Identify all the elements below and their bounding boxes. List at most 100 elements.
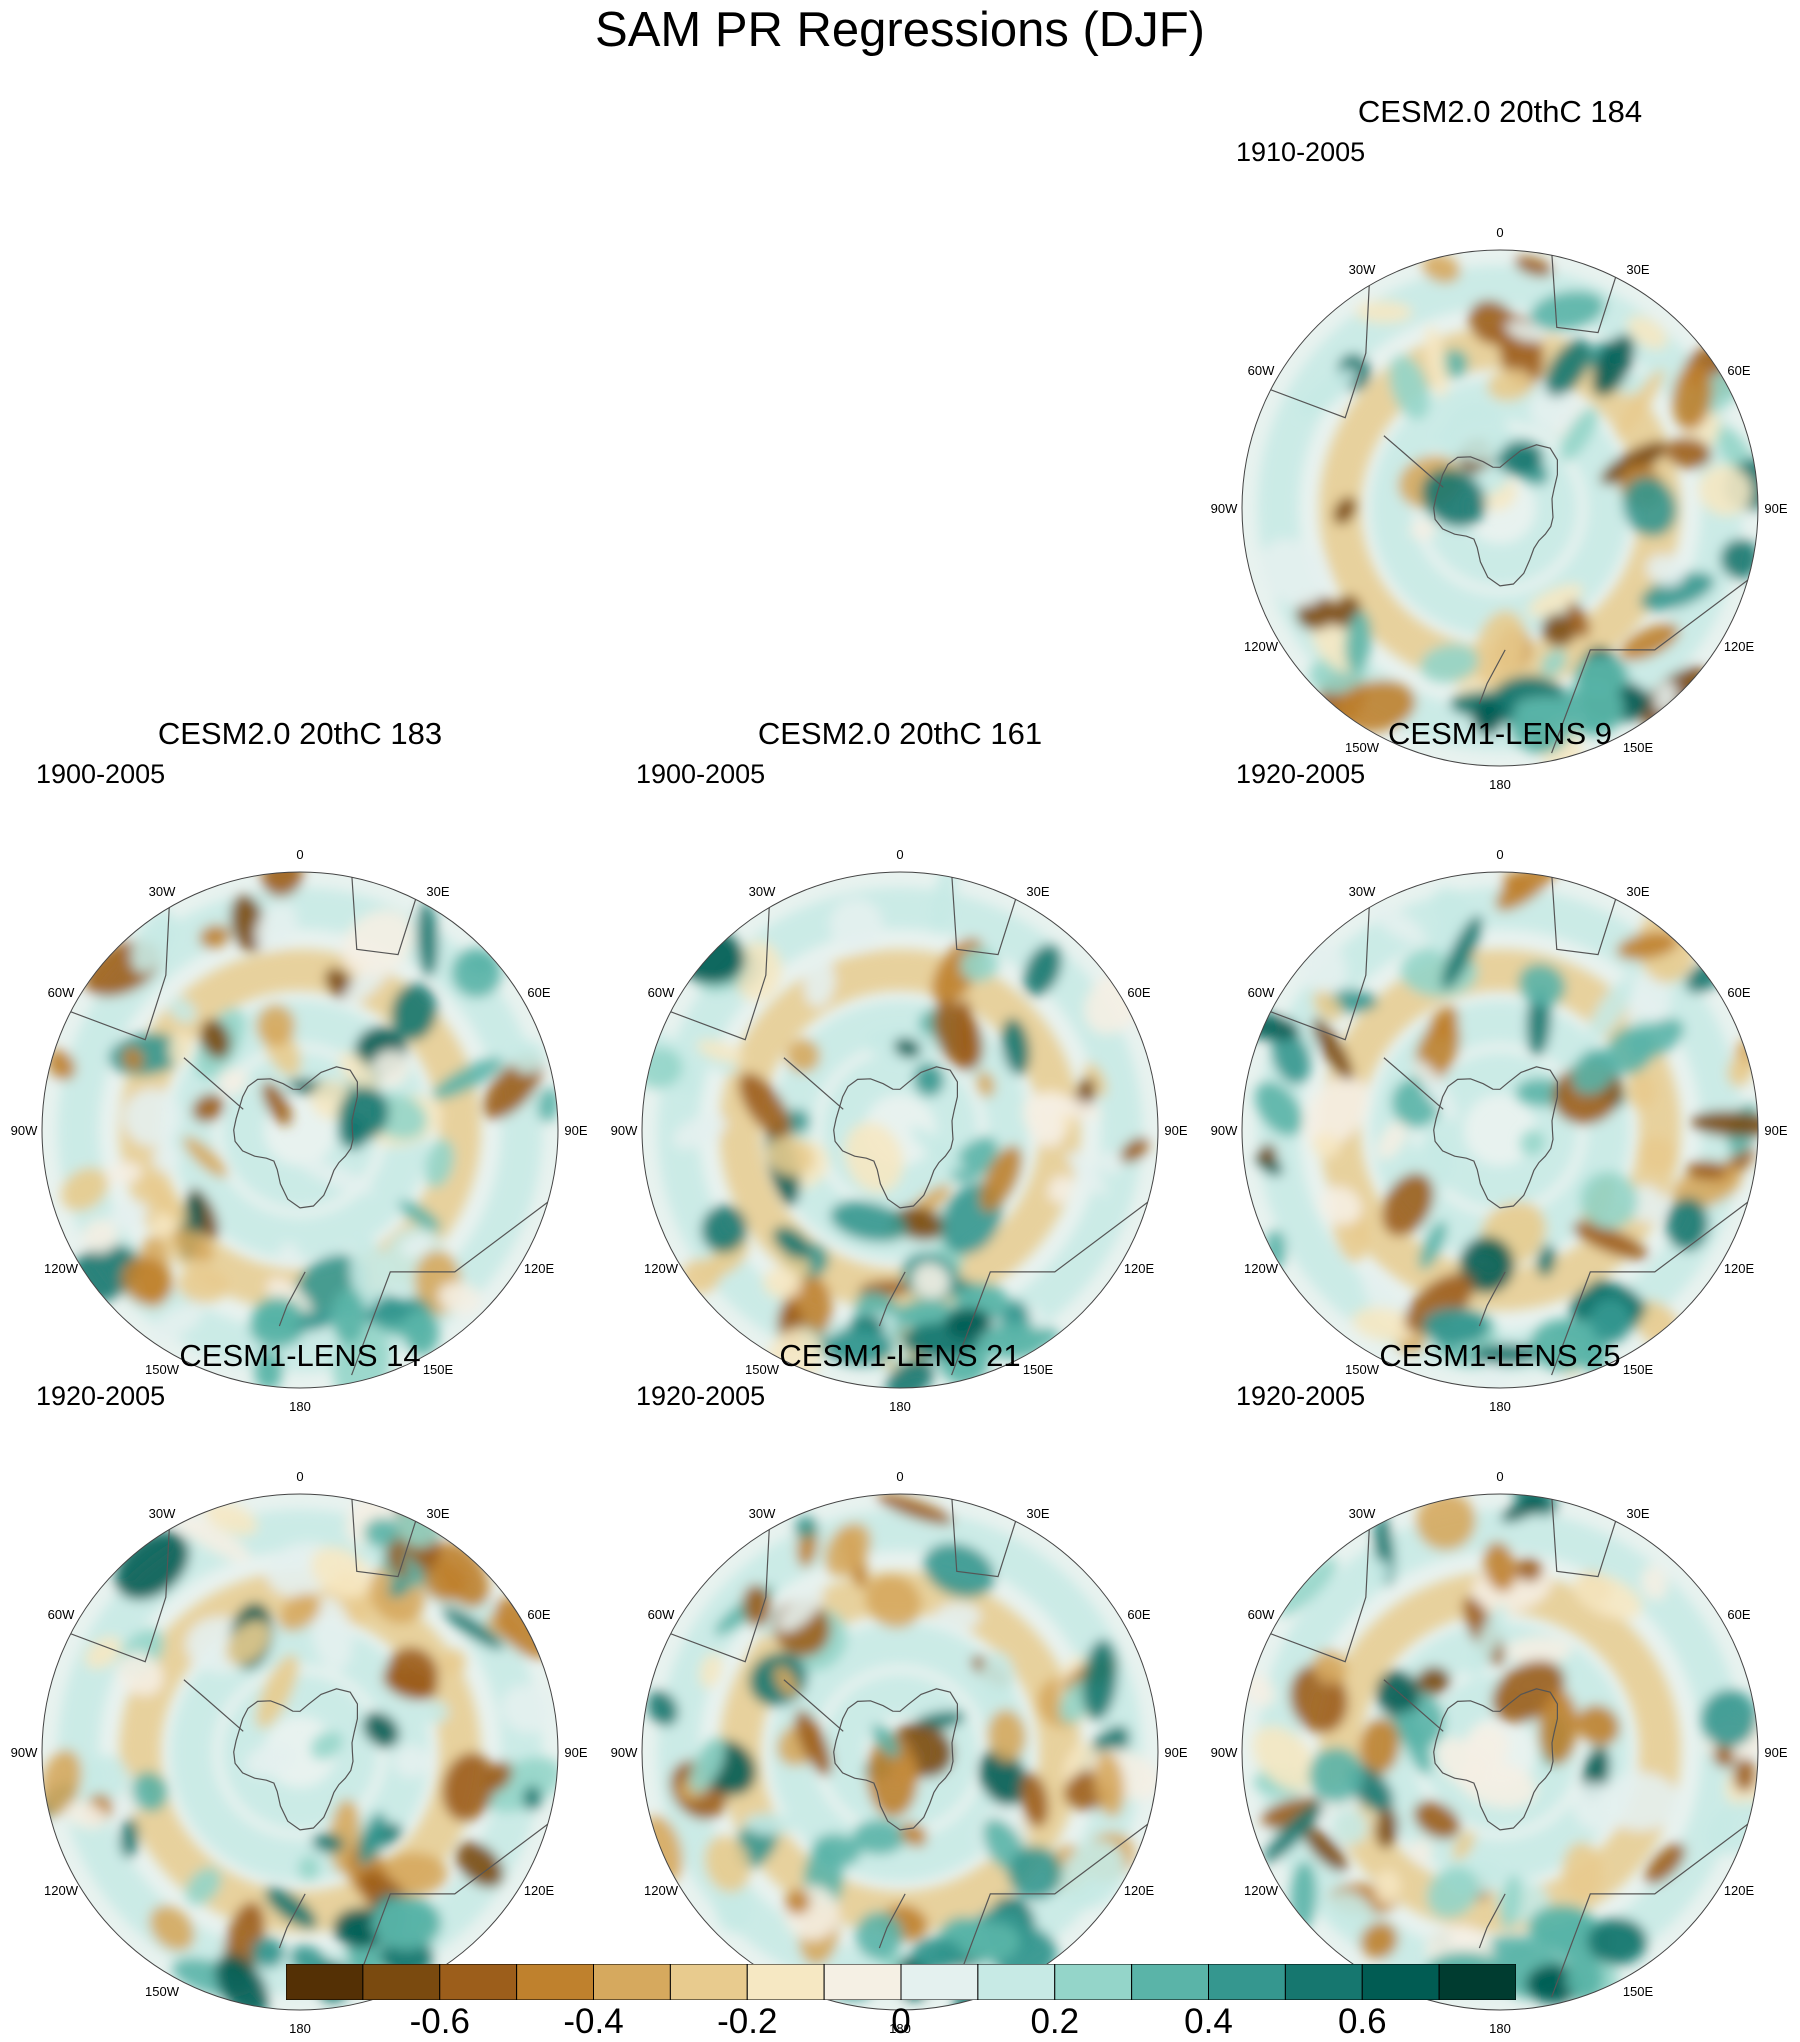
panel-title: CESM2.0 20thC 183 — [157, 716, 443, 751]
longitude-label: 150E — [423, 1362, 454, 1377]
panel-period: 1920-2005 — [1236, 759, 1366, 789]
map-panel: CESM1-LENS 21 1920-2005 0 30E 60E 90E 120E 150E… — [600, 1336, 1200, 2036]
longitude-label: 180 — [1489, 1399, 1511, 1414]
longitude-label: 30W — [1349, 1506, 1376, 1521]
longitude-label: 90E — [1764, 1123, 1787, 1138]
longitude-label: 90E — [564, 1745, 587, 1760]
colorbar-swatch — [593, 1963, 671, 2001]
longitude-label: 120W — [644, 1883, 679, 1898]
colorbar-tick-label: 0.2 — [1030, 2002, 1080, 2041]
longitude-label: 30E — [1626, 262, 1649, 277]
longitude-label: 120W — [44, 1261, 79, 1276]
colorbar-svg — [285, 1963, 1517, 2001]
longitude-label: 30E — [1026, 884, 1049, 899]
regression-field — [1242, 1494, 1758, 2010]
longitude-label: 150E — [1623, 1984, 1654, 1999]
longitude-label: 30W — [749, 1506, 776, 1521]
longitude-label: 0 — [296, 1469, 303, 1484]
longitude-label: 150E — [1623, 1362, 1654, 1377]
longitude-label: 90W — [1211, 1745, 1238, 1760]
longitude-label: 60E — [1127, 985, 1150, 1000]
longitude-label: 90E — [1164, 1123, 1187, 1138]
longitude-label: 60W — [1248, 985, 1275, 1000]
longitude-label: 120E — [1724, 1261, 1755, 1276]
colorbar-swatch — [900, 1963, 979, 2001]
longitude-label: 120W — [644, 1261, 679, 1276]
panel-period: 1900-2005 — [636, 759, 766, 789]
longitude-label: 30W — [149, 1506, 176, 1521]
colorbar-swatch — [516, 1963, 595, 2001]
regression-field — [42, 1494, 558, 2010]
colorbar-swatch — [977, 1963, 1056, 2001]
colorbar-tick-label: 0.6 — [1337, 2002, 1387, 2041]
panel-period: 1920-2005 — [636, 1381, 766, 1411]
longitude-label: 0 — [896, 847, 903, 862]
map-panel: CESM1-LENS 14 1920-2005 0 30E 60E 90E 120E 150E… — [0, 1336, 600, 2036]
longitude-label: 90W — [1211, 501, 1238, 516]
longitude-label: 60W — [648, 985, 675, 1000]
longitude-label: 90W — [611, 1745, 638, 1760]
longitude-label: 120E — [1124, 1883, 1155, 1898]
longitude-label: 150W — [745, 1362, 780, 1377]
panel-period: 1900-2005 — [36, 759, 166, 789]
longitude-label: 60W — [1248, 363, 1275, 378]
colorbar-labels: -0.6 -0.4 -0.2 0 0.2 0.4 0.6 — [286, 2002, 1516, 2042]
longitude-label: 60E — [1727, 985, 1750, 1000]
panel-period: 1920-2005 — [1236, 1381, 1366, 1411]
colorbar-tick-label: -0.2 — [717, 2002, 778, 2041]
regression-field — [1242, 872, 1758, 1388]
longitude-label: 180 — [889, 2021, 911, 2036]
colorbar-tick-label: -0.4 — [563, 2002, 624, 2041]
longitude-label: 90W — [1211, 1123, 1238, 1138]
map-panel: CESM1-LENS 25 1920-2005 0 30E 60E 90E 120E 150E… — [1200, 1336, 1800, 2036]
longitude-label: 120W — [1244, 1261, 1279, 1276]
longitude-label: 60E — [527, 1607, 550, 1622]
panel-title: CESM1-LENS 21 — [779, 1338, 1021, 1373]
panel-title: CESM1-LENS 14 — [179, 1338, 421, 1373]
longitude-label: 60W — [48, 985, 75, 1000]
panel-title: CESM1-LENS 25 — [1379, 1338, 1621, 1373]
longitude-label: 30W — [1349, 884, 1376, 899]
longitude-label: 30E — [1626, 1506, 1649, 1521]
longitude-label: 150E — [1023, 1362, 1054, 1377]
colorbar — [285, 1963, 1517, 2001]
colorbar-swatch — [1284, 1963, 1363, 2001]
longitude-label: 0 — [1496, 847, 1503, 862]
longitude-label: 150W — [145, 1984, 180, 1999]
colorbar-tick-label: 0.4 — [1184, 2002, 1233, 2041]
longitude-label: 180 — [289, 1399, 311, 1414]
longitude-label: 60E — [1727, 1607, 1750, 1622]
longitude-label: 120E — [1724, 1883, 1755, 1898]
regression-field — [42, 872, 558, 1388]
longitude-label: 90E — [1764, 501, 1787, 516]
longitude-label: 60E — [1127, 1607, 1150, 1622]
map-panel: CESM2.0 20thC 184 1910-2005 0 30E 60E 90E 120E… — [1200, 92, 1800, 792]
longitude-label: 150W — [1345, 1362, 1380, 1377]
longitude-label: 90E — [1764, 1745, 1787, 1760]
longitude-label: 120E — [524, 1883, 555, 1898]
regression-field — [642, 872, 1158, 1388]
colorbar-swatch — [1438, 1963, 1517, 2001]
colorbar-swatch — [1054, 1963, 1133, 2001]
longitude-label: 30W — [749, 884, 776, 899]
longitude-label: 0 — [1496, 225, 1503, 240]
panel-period: 1910-2005 — [1236, 137, 1366, 167]
panel-title: CESM2.0 20thC 161 — [757, 716, 1043, 751]
map-panel: CESM2.0 20thC 161 1900-2005 0 30E 60E 90E 120E… — [600, 714, 1200, 1414]
longitude-label: 60W — [648, 1607, 675, 1622]
longitude-label: 60W — [48, 1607, 75, 1622]
longitude-label: 90E — [1164, 1745, 1187, 1760]
longitude-label: 90W — [611, 1123, 638, 1138]
longitude-label: 120W — [44, 1883, 79, 1898]
longitude-label: 120E — [524, 1261, 555, 1276]
longitude-label: 150W — [145, 1362, 180, 1377]
longitude-label: 0 — [896, 1469, 903, 1484]
longitude-label: 180 — [889, 1399, 911, 1414]
longitude-label: 60E — [1727, 363, 1750, 378]
longitude-label: 30E — [426, 884, 449, 899]
